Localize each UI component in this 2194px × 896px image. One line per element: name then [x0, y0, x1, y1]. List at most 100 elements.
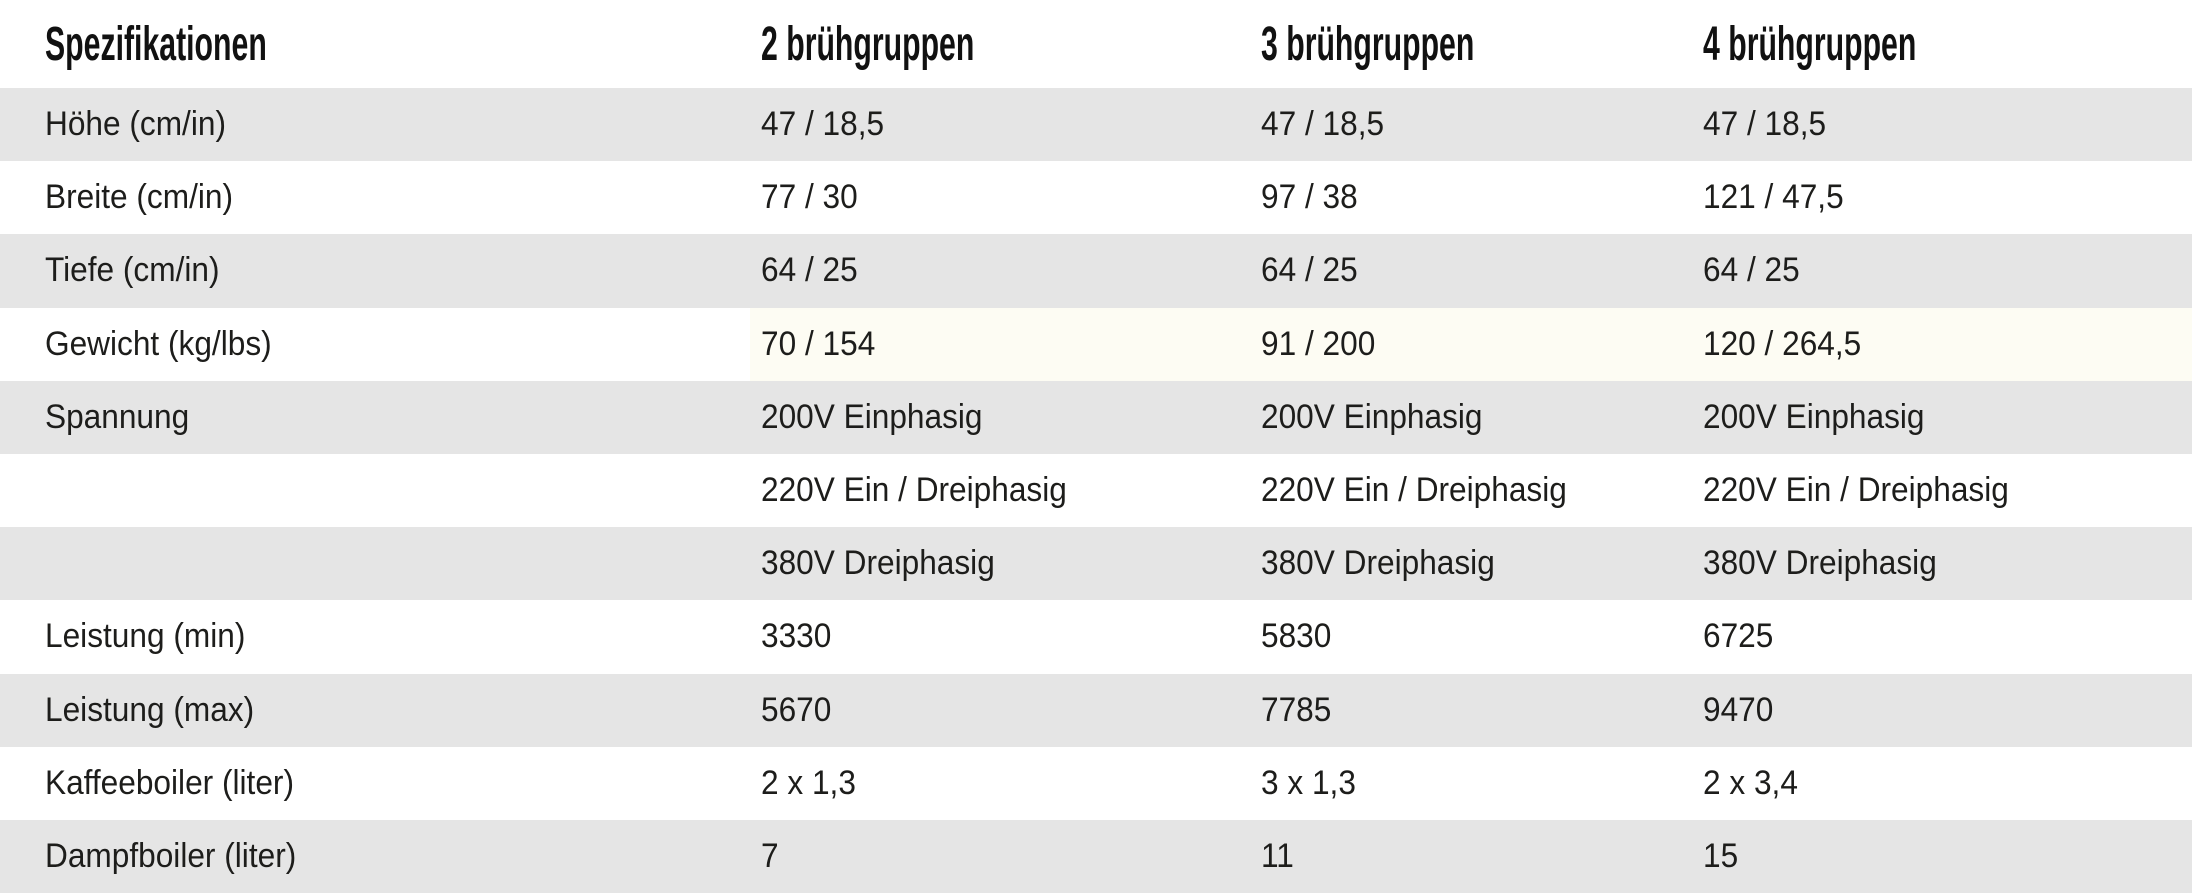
value-cell: 91 / 200: [1250, 307, 1692, 381]
cell-value: 7785: [1261, 690, 1332, 729]
cell-value: 380V Dreiphasig: [1261, 544, 1495, 583]
row-label: Breite (cm/in): [45, 178, 233, 217]
spec-row: 220V Ein / Dreiphasig 220V Ein / Dreipha…: [0, 454, 2192, 527]
row-label-cell: Tiefe (cm/in): [0, 234, 750, 307]
value-cell: 380V Dreiphasig: [1692, 527, 2192, 600]
spec-row: Dampfboiler (liter) 7 11 15: [0, 819, 2192, 894]
value-cell: 380V Dreiphasig: [750, 527, 1250, 600]
value-cell: 5830: [1250, 600, 1692, 673]
row-label: Dampfboiler (liter): [45, 836, 297, 875]
spec-row: Kaffeeboiler (liter) 2 x 1,3 3 x 1,3 2 x…: [0, 747, 2192, 820]
cell-value: 380V Dreiphasig: [761, 544, 995, 583]
spec-row: 380V Dreiphasig 380V Dreiphasig 380V Dre…: [0, 527, 2192, 601]
value-cell: 7785: [1250, 674, 1692, 747]
value-cell: 77 / 30: [750, 161, 1250, 234]
row-label-cell: Kaffeeboiler (liter): [0, 747, 750, 820]
value-cell: 2 x 1,3: [750, 747, 1250, 820]
value-cell: 120 / 264,5: [1692, 307, 2192, 381]
cell-value: 91 / 200: [1261, 324, 1376, 363]
column-header-2-bruehgruppen: 2 brühgruppen: [750, 0, 1250, 88]
spec-table-body: Höhe (cm/in) 47 / 18,5 47 / 18,5 47 / 18…: [0, 88, 2192, 894]
cell-value: 11: [1261, 836, 1294, 875]
value-cell: 47 / 18,5: [1250, 88, 1692, 161]
row-label-cell: Spannung: [0, 381, 750, 454]
value-cell: 220V Ein / Dreiphasig: [1692, 454, 2192, 527]
cell-value: 5670: [761, 690, 832, 729]
value-cell: 64 / 25: [1250, 234, 1692, 307]
value-cell: 47 / 18,5: [750, 88, 1250, 161]
value-cell: 7: [750, 820, 1250, 893]
row-label-cell: Höhe (cm/in): [0, 88, 750, 161]
row-label-cell: Dampfboiler (liter): [0, 820, 750, 893]
spec-row: Höhe (cm/in) 47 / 18,5 47 / 18,5 47 / 18…: [0, 88, 2192, 162]
value-cell: 6725: [1692, 600, 2192, 673]
value-cell: 220V Ein / Dreiphasig: [1250, 454, 1692, 527]
column-header-spezifikationen: Spezifikationen: [0, 0, 750, 88]
value-cell: 64 / 25: [750, 234, 1250, 307]
spec-row: Leistung (max) 5670 7785 9470: [0, 673, 2192, 747]
value-cell: 200V Einphasig: [750, 381, 1250, 454]
cell-value: 3 x 1,3: [1261, 763, 1356, 802]
row-label-cell: [0, 454, 750, 527]
cell-value: 5830: [1261, 617, 1332, 656]
value-cell: 15: [1692, 820, 2192, 893]
column-header-label: Spezifikationen: [45, 17, 267, 71]
value-cell: 47 / 18,5: [1692, 88, 2192, 161]
value-cell: 200V Einphasig: [1692, 381, 2192, 454]
cell-value: 220V Ein / Dreiphasig: [761, 471, 1067, 510]
cell-value: 7: [761, 836, 779, 875]
row-label-cell: Gewicht (kg/lbs): [0, 308, 750, 381]
spec-row: Tiefe (cm/in) 64 / 25 64 / 25 64 / 25: [0, 234, 2192, 308]
column-header-label: 4 brühgruppen: [1703, 17, 1917, 71]
cell-value: 64 / 25: [761, 251, 858, 290]
cell-value: 3330: [761, 617, 832, 656]
cell-value: 380V Dreiphasig: [1703, 544, 1937, 583]
cell-value: 220V Ein / Dreiphasig: [1261, 471, 1567, 510]
cell-value: 120 / 264,5: [1703, 324, 1862, 363]
value-cell: 97 / 38: [1250, 161, 1692, 234]
value-cell: 3330: [750, 600, 1250, 673]
cell-value: 200V Einphasig: [761, 397, 983, 436]
row-label: Leistung (max): [45, 690, 255, 729]
column-header-4-bruehgruppen: 4 brühgruppen: [1692, 0, 2192, 88]
cell-value: 2 x 3,4: [1703, 763, 1798, 802]
cell-value: 9470: [1703, 690, 1774, 729]
row-label-cell: [0, 527, 750, 600]
row-label: Spannung: [45, 397, 190, 436]
spec-row: Gewicht (kg/lbs) 70 / 154 91 / 200 120 /…: [0, 307, 2192, 381]
value-cell: 64 / 25: [1692, 234, 2192, 307]
cell-value: 64 / 25: [1703, 251, 1800, 290]
value-cell: 220V Ein / Dreiphasig: [750, 454, 1250, 527]
cell-value: 47 / 18,5: [761, 105, 885, 144]
row-label: Leistung (min): [45, 617, 246, 656]
cell-value: 6725: [1703, 617, 1774, 656]
value-cell: 2 x 3,4: [1692, 747, 2192, 820]
cell-value: 47 / 18,5: [1261, 105, 1385, 144]
row-label-cell: Leistung (max): [0, 674, 750, 747]
row-label: Gewicht (kg/lbs): [45, 324, 272, 363]
value-cell: 200V Einphasig: [1250, 381, 1692, 454]
cell-value: 220V Ein / Dreiphasig: [1703, 471, 2009, 510]
cell-value: 15: [1703, 836, 1739, 875]
value-cell: 70 / 154: [750, 307, 1250, 381]
value-cell: 380V Dreiphasig: [1250, 527, 1692, 600]
row-label-cell: Breite (cm/in): [0, 161, 750, 234]
column-header-3-bruehgruppen: 3 brühgruppen: [1250, 0, 1692, 88]
row-label: Kaffeeboiler (liter): [45, 763, 294, 802]
spec-row: Breite (cm/in) 77 / 30 97 / 38 121 / 47,…: [0, 161, 2192, 234]
value-cell: 11: [1250, 820, 1692, 893]
spec-table-header: Spezifikationen 2 brühgruppen 3 brühgrup…: [0, 0, 2192, 88]
value-cell: 9470: [1692, 674, 2192, 747]
header-row: Spezifikationen 2 brühgruppen 3 brühgrup…: [0, 0, 2192, 88]
row-label: Höhe (cm/in): [45, 105, 226, 144]
cell-value: 70 / 154: [761, 324, 876, 363]
spec-row: Spannung 200V Einphasig 200V Einphasig 2…: [0, 380, 2192, 454]
column-header-label: 3 brühgruppen: [1261, 17, 1475, 71]
row-label-cell: Leistung (min): [0, 600, 750, 673]
cell-value: 200V Einphasig: [1703, 397, 1925, 436]
cell-value: 97 / 38: [1261, 178, 1358, 217]
cell-value: 64 / 25: [1261, 251, 1358, 290]
column-header-label: 2 brühgruppen: [761, 17, 975, 71]
